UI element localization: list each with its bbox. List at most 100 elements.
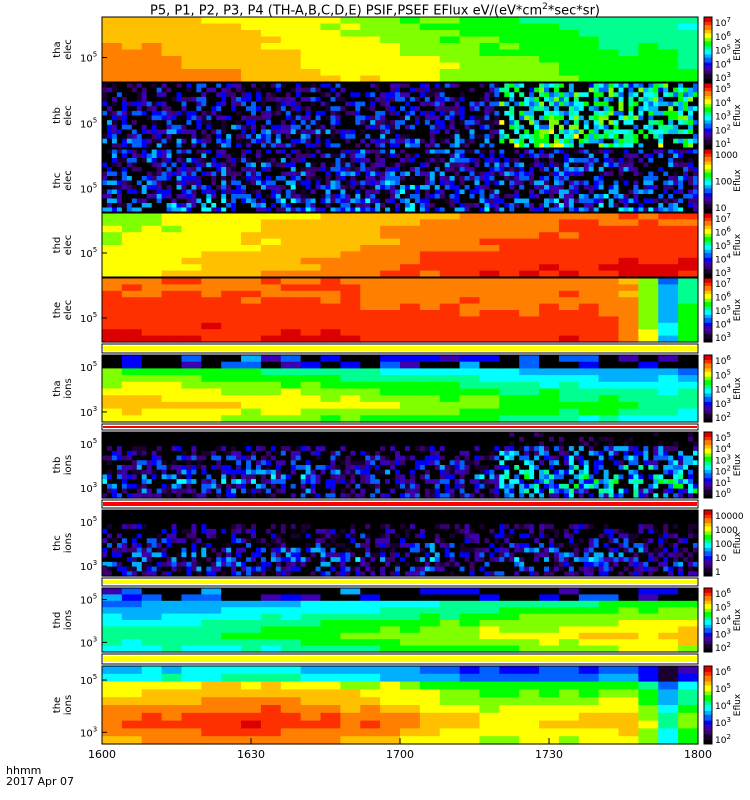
heatmap-cell bbox=[608, 110, 615, 117]
heatmap-cell bbox=[260, 83, 267, 89]
heatmap-cell bbox=[414, 203, 421, 209]
heatmap-cell bbox=[241, 198, 247, 204]
heatmap-cell bbox=[171, 180, 178, 186]
heatmap-cell bbox=[186, 120, 192, 126]
heatmap-cell bbox=[628, 162, 635, 168]
heatmap-cell bbox=[121, 446, 128, 452]
heatmap-cell bbox=[275, 101, 282, 107]
heatmap-cell bbox=[102, 297, 123, 305]
heatmap-cell bbox=[419, 30, 441, 38]
heatmap-cell bbox=[643, 207, 649, 213]
heatmap-cell bbox=[479, 284, 500, 292]
heatmap-cell bbox=[395, 180, 401, 186]
panel-frame bbox=[101, 212, 699, 278]
heatmap-cell bbox=[275, 180, 282, 186]
heatmap-cell bbox=[608, 180, 615, 186]
heatmap-cell bbox=[464, 106, 471, 112]
heatmap-cell bbox=[643, 185, 649, 191]
heatmap-cell bbox=[419, 171, 426, 177]
heatmap-cell bbox=[221, 278, 242, 285]
heatmap-cell bbox=[380, 185, 386, 191]
heatmap-cell bbox=[558, 110, 565, 117]
heatmap-cell bbox=[494, 101, 500, 107]
heatmap-cell bbox=[295, 87, 302, 93]
heatmap-cell bbox=[246, 203, 252, 209]
heatmap-cell bbox=[434, 129, 441, 135]
heatmap-cell bbox=[251, 129, 257, 135]
heatmap-cell bbox=[106, 185, 113, 191]
heatmap-cell bbox=[618, 36, 639, 44]
heatmap-cell bbox=[474, 138, 481, 144]
heatmap-cell bbox=[419, 316, 441, 324]
heatmap-cell bbox=[628, 134, 635, 140]
heatmap-cell bbox=[578, 120, 585, 126]
heatmap-cell bbox=[126, 158, 133, 164]
heatmap-cell bbox=[578, 322, 600, 330]
heatmap-cell bbox=[668, 185, 674, 191]
colorbar-cell bbox=[704, 139, 712, 143]
heatmap-cell bbox=[658, 375, 679, 383]
heatmap-cell bbox=[385, 143, 391, 149]
heatmap-cell bbox=[514, 124, 520, 131]
heatmap-cell bbox=[509, 101, 515, 107]
heatmap-cell bbox=[102, 129, 108, 135]
heatmap-cell bbox=[385, 198, 391, 204]
heatmap-cell bbox=[345, 96, 351, 103]
heatmap-cell bbox=[454, 180, 461, 186]
heatmap-cell bbox=[628, 101, 635, 107]
heatmap-cell bbox=[141, 110, 148, 117]
heatmap-cell bbox=[479, 194, 486, 200]
heatmap-cell bbox=[330, 149, 337, 155]
heatmap-cell bbox=[161, 30, 183, 38]
colorbar-tick-label: 104 bbox=[715, 383, 731, 396]
heatmap-cell bbox=[365, 198, 371, 204]
heatmap-cell bbox=[350, 87, 356, 93]
heatmap-cell bbox=[663, 207, 669, 213]
heatmap-cell bbox=[121, 225, 143, 233]
heatmap-cell bbox=[360, 83, 366, 89]
heatmap-cell bbox=[459, 303, 481, 311]
heatmap-cell bbox=[449, 110, 456, 117]
heatmap-cell bbox=[409, 143, 416, 149]
heatmap-cell bbox=[454, 153, 461, 159]
heatmap-cell bbox=[400, 322, 421, 330]
heatmap-cell bbox=[380, 110, 386, 117]
heatmap-cell bbox=[380, 75, 401, 83]
heatmap-cell bbox=[111, 124, 118, 131]
colorbar-cell bbox=[704, 221, 712, 224]
heatmap-cell bbox=[300, 180, 307, 186]
heatmap-cell bbox=[241, 75, 262, 83]
heatmap-cell bbox=[360, 134, 366, 140]
heatmap-cell bbox=[544, 92, 550, 98]
heatmap-cell bbox=[295, 83, 302, 89]
heatmap-cell bbox=[102, 290, 123, 298]
heatmap-cell bbox=[638, 278, 659, 285]
heatmap-cell bbox=[111, 171, 118, 177]
heatmap-cell bbox=[618, 153, 625, 159]
colorbar-cell bbox=[704, 91, 712, 94]
heatmap-cell bbox=[390, 176, 396, 182]
heatmap-cell bbox=[196, 87, 202, 93]
heatmap-cell bbox=[121, 493, 128, 499]
colorbar-cell bbox=[704, 310, 712, 313]
heatmap-cell bbox=[469, 185, 476, 191]
heatmap-cell bbox=[360, 203, 366, 209]
heatmap-cell bbox=[469, 153, 476, 159]
heatmap-cell bbox=[603, 129, 610, 135]
heatmap-cell bbox=[474, 115, 481, 121]
heatmap-cell bbox=[598, 83, 605, 89]
heatmap-cell bbox=[181, 180, 188, 186]
heatmap-cell bbox=[578, 194, 585, 200]
heatmap-cell bbox=[345, 129, 351, 135]
heatmap-cell bbox=[280, 264, 302, 272]
heatmap-cell bbox=[285, 167, 292, 173]
heatmap-cell bbox=[549, 92, 555, 98]
panel-thc-elec: thc elec 105 bbox=[52, 148, 699, 213]
heatmap-cell bbox=[106, 158, 113, 164]
heatmap-cell bbox=[290, 96, 297, 103]
heatmap-cell bbox=[260, 278, 282, 285]
heatmap-cell bbox=[544, 171, 550, 177]
heatmap-cell bbox=[340, 322, 361, 330]
heatmap-cell bbox=[474, 158, 481, 164]
heatmap-cell bbox=[558, 194, 565, 200]
